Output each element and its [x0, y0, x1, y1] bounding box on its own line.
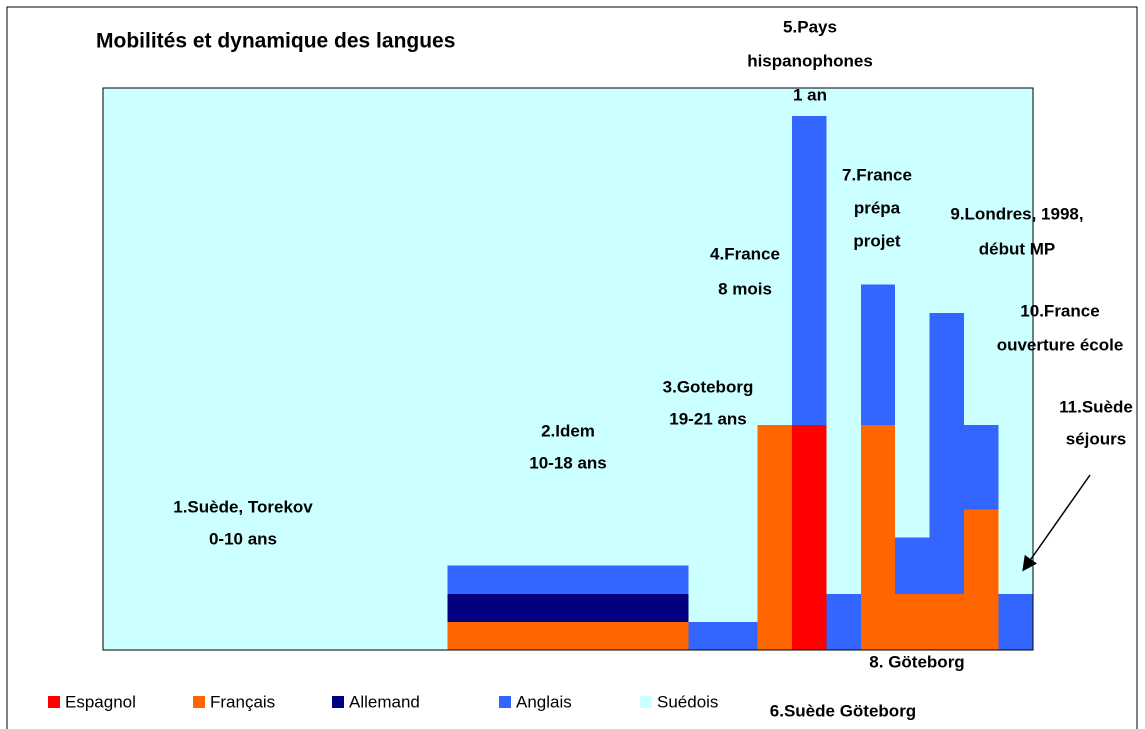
annotation: 3.Goteborg: [663, 377, 754, 396]
annotation: 11.Suède: [1059, 397, 1133, 416]
annotation: 8. Göteborg: [869, 652, 964, 671]
bar-segment: [757, 88, 792, 426]
legend-swatch: [640, 696, 652, 708]
bar-segment: [826, 88, 861, 594]
annotation: 1 an: [793, 85, 827, 104]
bar-segment: [447, 565, 689, 594]
legend-swatch: [48, 696, 60, 708]
annotation: 5.Pays: [783, 17, 837, 36]
bar-segment: [860, 284, 896, 426]
bar-segment: [964, 509, 999, 650]
bar-segment: [929, 312, 965, 594]
annotation: 8 mois: [718, 279, 772, 298]
annotation: 1.Suède, Torekov: [173, 497, 313, 516]
bar-segment: [860, 88, 896, 285]
bar-segment: [998, 593, 1033, 650]
bar-segment: [964, 425, 999, 510]
bar-segment: [447, 593, 689, 622]
bar-segment: [447, 621, 689, 650]
bar-segment: [929, 88, 965, 313]
annotation: 19-21 ans: [669, 409, 747, 428]
bar-segment: [895, 537, 930, 594]
bar-segment: [447, 88, 689, 566]
annotation: 10-18 ans: [529, 453, 607, 472]
bar-segment: [757, 425, 792, 650]
annotation: projet: [853, 231, 901, 250]
arrow: [1022, 474, 1091, 572]
legend-label: Allemand: [349, 692, 420, 711]
annotation: 6.Suède Göteborg: [770, 701, 916, 720]
bar-segment: [895, 593, 930, 650]
annotation: séjours: [1066, 429, 1126, 448]
annotation: prépa: [854, 198, 901, 217]
legend-label: Suédois: [657, 692, 718, 711]
bar-segment: [791, 116, 827, 426]
bar-segment: [998, 88, 1033, 594]
overlay: 1.Suède, Torekov 0-10 ans 2.Idem 10-18 ans 3…: [173, 17, 1133, 720]
bar-segment: [826, 593, 861, 650]
legend-swatch: [499, 696, 511, 708]
annotation: 10.France: [1020, 301, 1099, 320]
bar-segment: [929, 593, 965, 650]
bar-segment: [964, 88, 999, 426]
annotation: 2.Idem: [541, 421, 595, 440]
annotation: hispanophones: [747, 51, 873, 70]
chart-title: Mobilités et dynamique des langues: [96, 30, 455, 53]
bar-segment: [688, 88, 758, 622]
annotation: 7.France: [842, 165, 912, 184]
bar-segment: [895, 88, 930, 538]
bar-segment: [791, 88, 827, 117]
frame: [6, 6, 1138, 729]
annotation: 0-10 ans: [209, 529, 277, 548]
legend-label: Français: [210, 692, 275, 711]
annotation: début MP: [979, 239, 1056, 258]
bar-segment: [688, 621, 758, 650]
legend-swatch: [193, 696, 205, 708]
legend-label: Espagnol: [65, 692, 136, 711]
plot-border: [102, 87, 1034, 651]
bar-segment: [103, 88, 448, 650]
annotation: ouverture école: [997, 335, 1124, 354]
legend-label: Anglais: [516, 692, 572, 711]
annotation: 9.Londres, 1998,: [950, 204, 1083, 223]
annotation: 4.France: [710, 244, 780, 263]
plot-area: [103, 88, 1033, 650]
legend-swatch: [332, 696, 344, 708]
bar-segment: [860, 425, 896, 650]
bar-segment: [791, 425, 827, 650]
